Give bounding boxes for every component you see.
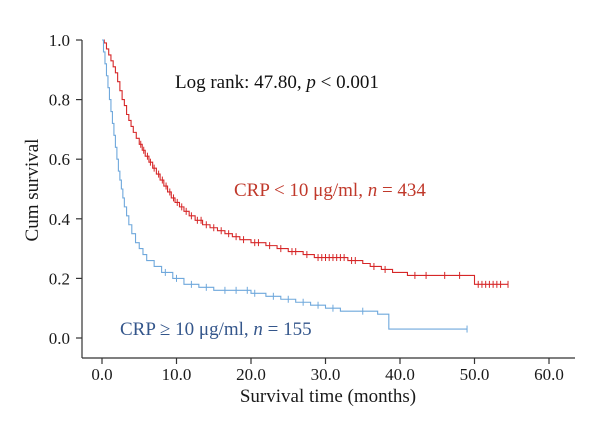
y-tick-label: 0.8 (49, 91, 70, 110)
x-tick-label: 10.0 (162, 365, 192, 384)
x-tick-label: 30.0 (311, 365, 341, 384)
y-tick-label: 0.2 (49, 269, 70, 288)
y-ticks: 0.0 0.2 0.4 0.6 0.8 1.0 (49, 31, 82, 348)
y-tick-label: 0.0 (49, 329, 70, 348)
y-tick-label: 1.0 (49, 31, 70, 50)
x-tick-label: 20.0 (236, 365, 266, 384)
x-ticks: 0.0 10.0 20.0 30.0 40.0 50.0 60.0 (91, 358, 564, 384)
x-tick-label: 40.0 (385, 365, 415, 384)
high-crp-prefix: CRP ≥ 10 μg/ml, (120, 319, 253, 340)
x-tick-label: 60.0 (534, 365, 564, 384)
x-tick-label: 0.0 (91, 365, 112, 384)
high-crp-suffix: = 155 (263, 319, 312, 340)
low-crp-label: CRP < 10 μg/ml, n = 434 (234, 180, 426, 201)
x-axis-title: Survival time (months) (240, 386, 416, 407)
y-axis-title: Cum survival (22, 139, 43, 242)
logrank-suffix: < 0.001 (316, 72, 379, 93)
high-crp-n: n (253, 319, 263, 340)
high-crp-label: CRP ≥ 10 μg/ml, n = 155 (120, 319, 312, 340)
y-tick-label: 0.6 (49, 150, 70, 169)
survival-curves (102, 39, 509, 333)
low-crp-suffix: = 434 (377, 180, 426, 201)
x-tick-label: 50.0 (460, 365, 490, 384)
axes (81, 40, 575, 359)
logrank-p: p (304, 72, 316, 93)
low-crp-n: n (368, 180, 378, 201)
survival-curve-0 (102, 39, 509, 285)
y-tick-label: 0.4 (49, 210, 71, 229)
logrank-prefix: Log rank: 47.80, (175, 72, 306, 93)
low-crp-prefix: CRP < 10 μg/ml, (234, 180, 368, 201)
logrank-annotation: Log rank: 47.80, p < 0.001 (175, 72, 379, 93)
